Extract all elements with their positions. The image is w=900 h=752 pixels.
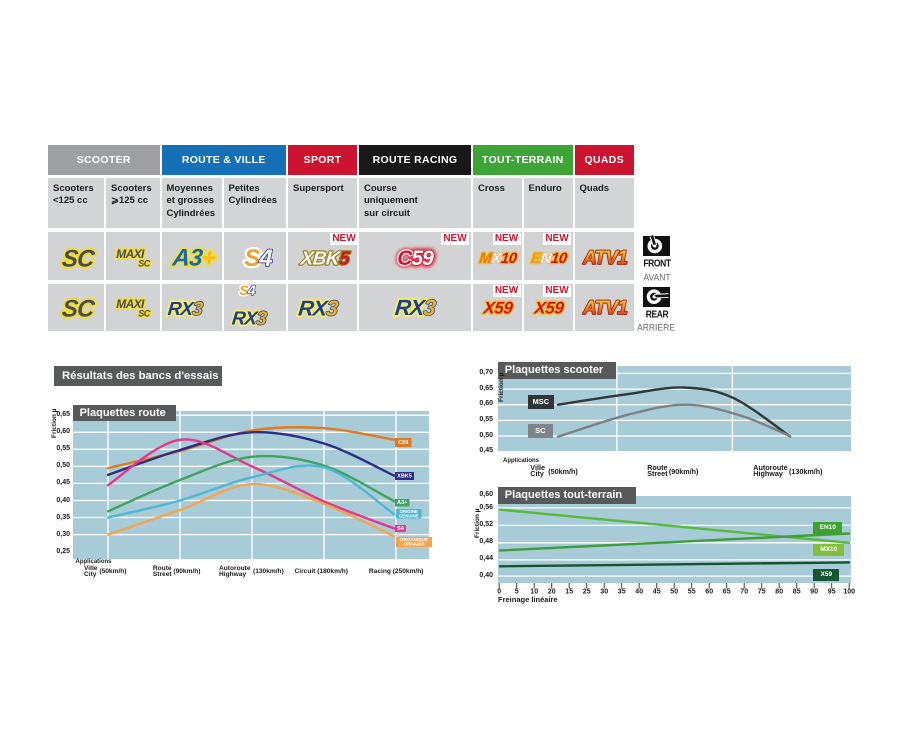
svg-text:C59: C59: [397, 247, 434, 270]
svg-text:XBK5: XBK5: [299, 248, 351, 269]
svg-text:X59: X59: [533, 298, 566, 317]
svg-text:RX3: RX3: [167, 298, 205, 319]
svg-text:65: 65: [723, 589, 731, 596]
svg-text:35: 35: [618, 589, 626, 596]
svg-text:0: 0: [497, 589, 501, 596]
svg-text:SC: SC: [138, 258, 151, 268]
svg-text:RX3: RX3: [393, 295, 437, 320]
svg-text:C59: C59: [397, 247, 434, 270]
svg-text:75: 75: [758, 589, 766, 596]
svg-text:RX3: RX3: [297, 295, 339, 320]
svg-text:MAXI: MAXI: [116, 247, 145, 261]
svg-text:5: 5: [515, 589, 519, 596]
svg-text:90: 90: [810, 589, 818, 596]
svg-text:15: 15: [565, 589, 573, 596]
svg-text:40: 40: [635, 589, 643, 596]
svg-text:ATV1: ATV1: [582, 298, 627, 319]
svg-text:70: 70: [740, 589, 748, 596]
svg-text:60: 60: [705, 589, 713, 596]
svg-text:25: 25: [583, 589, 591, 596]
svg-text:45: 45: [653, 589, 661, 596]
svg-text:SC: SC: [138, 308, 151, 318]
svg-text:EN10: EN10: [530, 250, 568, 267]
svg-text:80: 80: [775, 589, 783, 596]
svg-text:85: 85: [793, 589, 801, 596]
svg-text:95: 95: [828, 589, 836, 596]
svg-text:10: 10: [530, 589, 538, 596]
svg-text:MX10: MX10: [478, 250, 518, 267]
svg-text:SC: SC: [61, 295, 97, 322]
svg-text:55: 55: [688, 589, 696, 596]
svg-text:RX3: RX3: [231, 308, 269, 329]
svg-text:SC: SC: [61, 245, 97, 272]
svg-text:S4: S4: [244, 245, 272, 272]
svg-text:100: 100: [843, 589, 855, 596]
svg-text:20: 20: [548, 589, 556, 596]
svg-text:S4: S4: [239, 282, 256, 298]
svg-text:30: 30: [600, 589, 608, 596]
svg-text:MAXI: MAXI: [116, 297, 145, 311]
svg-text:X59: X59: [482, 298, 515, 317]
svg-text:50: 50: [670, 589, 678, 596]
svg-text:ATV1: ATV1: [582, 248, 627, 269]
svg-text:A3+: A3+: [170, 244, 217, 271]
